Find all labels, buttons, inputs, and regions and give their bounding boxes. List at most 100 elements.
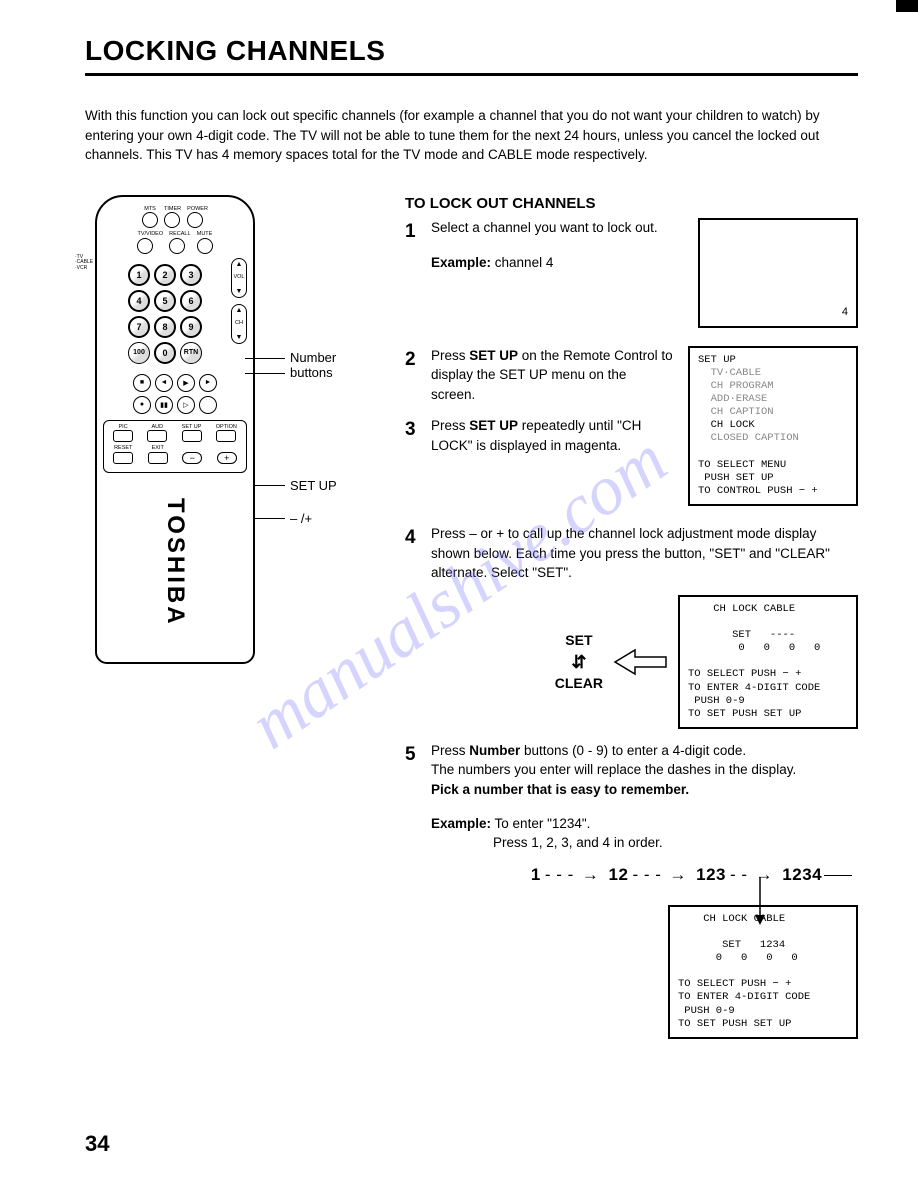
rec-button: ●: [133, 396, 151, 414]
rew-button: ◄: [155, 374, 173, 392]
key-6: 6: [180, 290, 202, 312]
code-stage: 1: [531, 865, 541, 884]
step-text: Press: [431, 348, 469, 363]
flip-label: EXIT: [148, 446, 168, 452]
callout-line: [245, 358, 285, 359]
menu-line: PUSH SET UP: [698, 472, 774, 484]
step-2: 2 Press SET UP on the Remote Control to …: [405, 346, 674, 405]
title-rule: [85, 73, 858, 76]
transport-controls: ■ ◄ ▶ ► ● ▮▮ ▷: [103, 374, 247, 414]
callout-number-buttons: Number buttons: [290, 350, 336, 380]
menu-line: SET UP: [698, 354, 736, 366]
example-text: channel 4: [491, 255, 553, 270]
updown-arrows-icon: ⇵: [571, 652, 586, 672]
vol-label: VOL: [233, 275, 244, 281]
key-7: 7: [128, 316, 150, 338]
plus-button: +: [217, 452, 237, 464]
brand-logo: TOSHIBA: [161, 498, 189, 627]
ff-button: ►: [199, 374, 217, 392]
menu-line: SET ----: [688, 629, 795, 641]
channel-number: 4: [842, 306, 848, 320]
step-number: 3: [405, 416, 421, 444]
code-stage: 12: [609, 865, 629, 884]
menu-line: CH CAPTION: [698, 406, 774, 418]
step-text: Press: [431, 418, 469, 433]
tv-screen-channel: 4: [698, 218, 858, 328]
callout-line: [245, 373, 285, 374]
example-label: Example:: [431, 255, 491, 270]
menu-line: TO SELECT PUSH − +: [688, 668, 801, 680]
example-text: Press 1, 2, 3, and 4 in order.: [493, 833, 663, 853]
ch-label: CH: [235, 321, 243, 327]
btn-label: TV/VIDEO: [137, 232, 163, 238]
btn-label: RECALL: [169, 232, 190, 238]
key-2: 2: [154, 264, 176, 286]
callout-setup: SET UP: [290, 478, 337, 493]
step-3: 3 Press SET UP repeatedly until "CH LOCK…: [405, 416, 674, 455]
menu-line: CLOSED CAPTION: [698, 432, 799, 444]
menu-line: 0 0 0 0: [688, 642, 820, 654]
arrow-left-icon: [613, 647, 668, 677]
example-text: To enter "1234".: [491, 816, 590, 831]
flip-label: OPTION: [216, 425, 237, 431]
step-number: 2: [405, 346, 421, 374]
menu-line: CH PROGRAM: [698, 380, 774, 392]
step-text: Press – or + to call up the channel lock…: [431, 526, 830, 580]
slow-button: ▷: [177, 396, 195, 414]
intro-paragraph: With this function you can lock out spec…: [85, 106, 858, 165]
section-heading: TO LOCK OUT CHANNELS: [405, 195, 858, 212]
menu-line: CH LOCK CABLE: [688, 603, 795, 615]
key-3: 3: [180, 264, 202, 286]
recall-button: [169, 238, 185, 254]
menu-line: TO ENTER 4-DIGIT CODE: [678, 991, 810, 1003]
key-1: 1: [128, 264, 150, 286]
number-keypad: 1 2 3 4 5 6 7 8 9 100 0 RTN: [128, 264, 202, 364]
example-label: Example:: [431, 816, 491, 831]
mute-button: [197, 238, 213, 254]
tv-screen-chlock-code: CH LOCK CABLE SET 1234 0 0 0 0 TO SELECT…: [668, 905, 858, 1039]
menu-line: CH LOCK CABLE: [678, 913, 785, 925]
menu-line: 0 0 0 0: [678, 952, 798, 964]
menu-line: TO SELECT MENU: [698, 459, 786, 471]
menu-line: TO SELECT PUSH − +: [678, 978, 791, 990]
page-tab: [896, 0, 918, 12]
page-title: LOCKING CHANNELS: [85, 35, 858, 67]
channel-rocker: ▲CH▼: [231, 304, 247, 344]
key-4: 4: [128, 290, 150, 312]
flip-label: SET UP: [182, 425, 202, 431]
btn-label: MUTE: [197, 232, 213, 238]
dashes: - -: [730, 865, 748, 884]
dashes: - - -: [545, 865, 574, 884]
key-9: 9: [180, 316, 202, 338]
menu-line: CH LOCK: [698, 419, 755, 431]
step-text: Select a channel you want to lock out.: [431, 220, 658, 235]
mode-switch-labels: ·TV ·CABLE ·VCR: [75, 255, 93, 272]
step-bold: Number: [469, 743, 520, 758]
callout-plusminus: – /+: [290, 511, 312, 526]
key-5: 5: [154, 290, 176, 312]
menu-line: SET 1234: [678, 939, 785, 951]
aud-button: [147, 430, 167, 442]
timer-button: [164, 212, 180, 228]
option-button: [216, 430, 236, 442]
step-bold: SET UP: [469, 418, 518, 433]
arrow-right-icon: →: [582, 865, 600, 884]
remote-control: ·TV ·CABLE ·VCR MTS TIMER POWER TV/VIDEO…: [95, 195, 255, 665]
step-number: 1: [405, 218, 421, 246]
step-1: 1 Select a channel you want to lock out.…: [405, 218, 684, 273]
step-number: 4: [405, 524, 421, 552]
key-0: 0: [154, 342, 176, 364]
menu-line: ADD·ERASE: [698, 393, 767, 405]
pic-button: [113, 430, 133, 442]
key-8: 8: [154, 316, 176, 338]
step-5: 5 Press Number buttons (0 - 9) to enter …: [405, 741, 858, 853]
flip-label: RESET: [113, 446, 133, 452]
exit-button: [148, 452, 168, 464]
step-number: 5: [405, 741, 421, 769]
flip-panel: PIC AUD SET UP OPTION RESET EXIT − +: [103, 420, 247, 473]
dashes: - - -: [632, 865, 661, 884]
menu-line: TO CONTROL PUSH − +: [698, 485, 818, 497]
step-bold: Pick a number that is easy to remember.: [431, 782, 689, 797]
callout-line: [255, 518, 285, 519]
code-stage: 1234: [782, 865, 822, 884]
